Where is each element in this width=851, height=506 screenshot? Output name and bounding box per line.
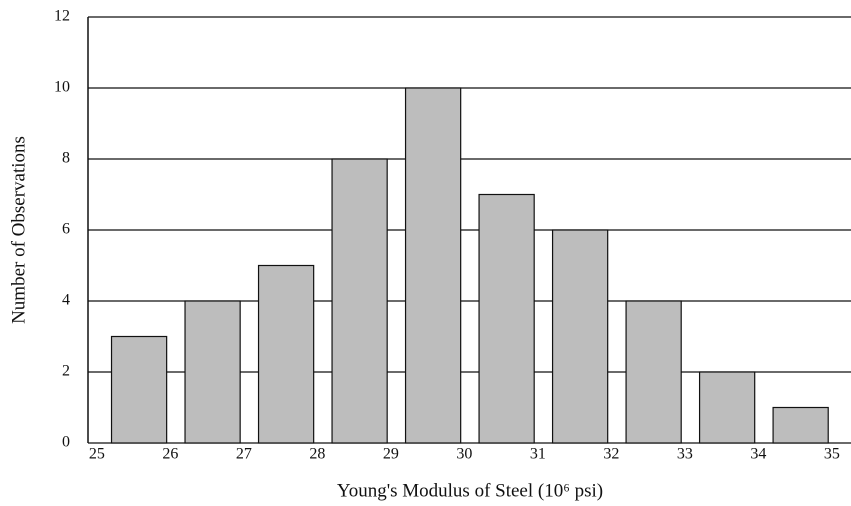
x-tick-label: 26 [162,446,178,463]
x-tick-label: 25 [89,446,105,463]
x-tick-label: 32 [603,446,619,463]
bar [331,158,388,444]
bar [478,193,535,444]
bar [404,87,462,444]
bar [551,229,609,444]
bar [110,335,168,444]
x-axis-label: Young's Modulus of Steel (10⁶ psi) [337,480,603,501]
bar [772,406,829,444]
x-tick-label: 30 [456,446,472,463]
bar [698,371,756,444]
x-tick-label: 34 [750,446,766,463]
x-tick-label: 33 [677,446,693,463]
bar [625,300,682,444]
y-tick-label: 10 [54,79,70,96]
y-tick-label: 8 [62,150,70,167]
x-tick-label: 27 [236,446,252,463]
bar [257,264,315,444]
y-tick-label: 4 [62,292,70,309]
y-axis-label: Number of Observations [8,136,29,324]
y-tick-label: 0 [62,434,70,451]
bar [184,300,241,444]
y-tick-label: 12 [54,8,70,25]
y-tick-label: 2 [62,363,70,380]
y-tick-label: 6 [62,221,70,238]
x-tick-label: 31 [530,446,546,463]
x-tick-label: 29 [383,446,399,463]
x-tick-label: 28 [309,446,325,463]
x-tick-label: 35 [824,446,840,463]
